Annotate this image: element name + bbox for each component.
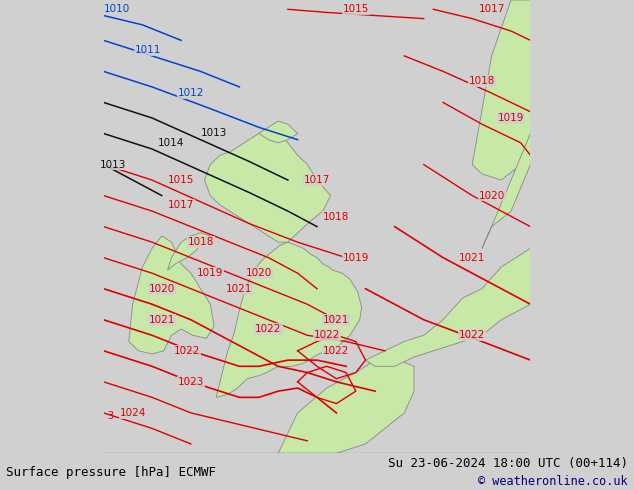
Text: 1020: 1020	[479, 191, 505, 200]
Text: 1017: 1017	[168, 200, 195, 210]
Text: 1010: 1010	[104, 4, 130, 14]
Text: 1018: 1018	[323, 212, 349, 222]
Text: © weatheronline.co.uk: © weatheronline.co.uk	[478, 474, 628, 488]
Polygon shape	[482, 133, 531, 248]
Text: 1015: 1015	[168, 175, 195, 185]
Text: 1022: 1022	[459, 330, 486, 340]
Text: 1013: 1013	[201, 128, 228, 139]
Polygon shape	[167, 233, 210, 270]
Text: 1022: 1022	[323, 346, 349, 356]
Polygon shape	[216, 242, 361, 397]
Polygon shape	[129, 236, 214, 354]
Polygon shape	[204, 130, 330, 242]
Text: 1019: 1019	[498, 113, 524, 123]
Polygon shape	[259, 121, 297, 143]
Text: 1020: 1020	[148, 284, 175, 294]
Polygon shape	[472, 0, 531, 180]
Text: 1012: 1012	[178, 88, 204, 98]
Polygon shape	[278, 354, 414, 453]
Text: 1017: 1017	[304, 175, 330, 185]
Text: 1015: 1015	[342, 4, 369, 14]
Text: 1021: 1021	[226, 284, 252, 294]
Text: 1019: 1019	[342, 253, 369, 263]
Text: 1011: 1011	[135, 45, 162, 55]
Text: 1017: 1017	[479, 4, 505, 14]
Text: Surface pressure [hPa] ECMWF: Surface pressure [hPa] ECMWF	[6, 466, 216, 479]
Text: 1021: 1021	[323, 315, 349, 325]
Text: 1022: 1022	[256, 324, 281, 334]
Polygon shape	[366, 248, 531, 367]
Text: 1018: 1018	[469, 76, 495, 86]
Text: 1021: 1021	[459, 253, 486, 263]
Text: 1024: 1024	[119, 408, 146, 418]
Text: 3: 3	[107, 411, 113, 421]
Text: 1023: 1023	[178, 377, 204, 387]
Text: 1022: 1022	[314, 330, 340, 340]
Text: 1018: 1018	[188, 237, 214, 247]
Text: 1021: 1021	[148, 315, 175, 325]
Text: 1013: 1013	[100, 160, 126, 170]
Text: 1022: 1022	[174, 346, 200, 356]
Text: Su 23-06-2024 18:00 UTC (00+114): Su 23-06-2024 18:00 UTC (00+114)	[387, 457, 628, 470]
Text: 1014: 1014	[158, 138, 184, 148]
Text: 1019: 1019	[197, 268, 223, 278]
Text: 1020: 1020	[245, 268, 272, 278]
